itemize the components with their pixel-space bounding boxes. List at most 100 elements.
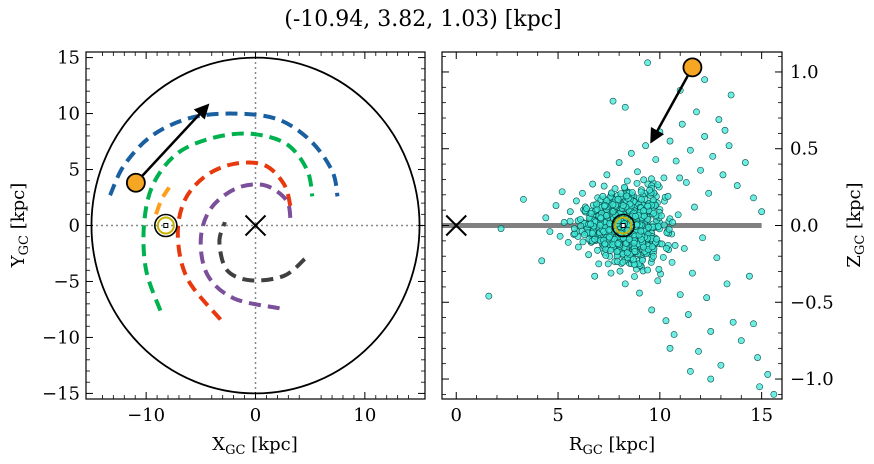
sun-marker-outer: [154, 213, 178, 238]
scatter-point: [640, 176, 648, 184]
scatter-point: [666, 137, 674, 145]
right-x-axis-label: RGC [kpc]: [569, 434, 655, 458]
scatter-point: [701, 133, 709, 140]
scatter-point: [713, 254, 721, 262]
scatter-point: [654, 277, 662, 285]
scatter-point: [715, 116, 723, 123]
scatter-point: [646, 186, 654, 194]
scatter-point: [750, 194, 757, 202]
object-marker-right: [682, 57, 703, 78]
left-panel: −10 0 10 −15 −10 −5 0 5 10 15 XGC [kpc] YGC [kpc]: [8, 48, 426, 458]
scatter-point: [652, 156, 660, 163]
scatter-point: [596, 221, 604, 229]
right-ticks: 0 5 10 15 −1.0 −0.5 0.0 0.5 1.0: [442, 52, 834, 426]
scatter-point: [770, 390, 778, 398]
right-x-tick-label: 5: [552, 405, 563, 426]
scatter-point: [648, 306, 656, 314]
scatter-point: [741, 159, 749, 166]
scatter-point: [520, 195, 527, 203]
galactic-center-marker-stroke-b: [244, 214, 267, 237]
scatter-point: [497, 225, 505, 232]
scatter-point: [660, 174, 668, 182]
velocity-arrow: [134, 103, 210, 184]
scatter-point: [671, 242, 679, 249]
scatter-point: [623, 249, 631, 257]
scatter-point: [721, 126, 729, 134]
scatter-point: [631, 247, 639, 255]
scatter-point: [609, 97, 617, 105]
scatter-point: [607, 246, 615, 254]
scatter-point: [619, 258, 627, 266]
scatter-point: [709, 153, 717, 160]
scatter-point: [686, 146, 694, 154]
scatter-point: [686, 367, 694, 375]
scatter-point: [560, 219, 568, 226]
scatter-point: [640, 207, 648, 215]
right-x-tick-label: 0: [451, 405, 462, 426]
scatter-point: [717, 361, 725, 369]
left-y-tick-label: 5: [69, 160, 80, 181]
scatter-point: [659, 253, 667, 261]
scatter-point: [594, 246, 601, 254]
scatter-point: [638, 256, 646, 264]
left-y-tick-label: −15: [42, 383, 80, 404]
scatter-point: [616, 267, 624, 275]
scatter-point: [650, 209, 658, 217]
scatter-point: [605, 226, 613, 234]
left-y-tick-label: −5: [53, 271, 80, 292]
scatter-point: [725, 142, 733, 150]
scatter-point: [617, 190, 625, 198]
right-y-tick-label: −1.0: [790, 369, 834, 390]
scatter-point: [654, 181, 662, 189]
scatter-point: [674, 211, 682, 219]
scatter-point: [676, 174, 684, 182]
scatter-point: [599, 192, 607, 200]
scatter-point: [564, 238, 572, 246]
scatter-point: [666, 344, 674, 352]
scatter-point: [627, 149, 635, 157]
scatter-point: [672, 157, 680, 165]
scatter-point: [758, 208, 766, 216]
object-marker: [125, 172, 146, 193]
scatter-point: [623, 177, 631, 185]
left-ticks: −10 0 10 −15 −10 −5 0 5 10 15: [42, 48, 425, 426]
left-y-tick-label: 10: [57, 104, 80, 125]
scatter-point: [621, 280, 629, 288]
scatter-point: [654, 222, 662, 230]
scatter-point: [603, 212, 610, 220]
scatter-point: [670, 331, 678, 338]
scatter-point: [737, 337, 745, 345]
scatter-point: [669, 219, 676, 226]
spiral-arm-4: [175, 160, 293, 321]
scatter-point: [595, 260, 603, 268]
scatter-point: [607, 269, 615, 277]
scatter-point: [663, 244, 670, 252]
sun-marker-right-outer: [611, 213, 635, 238]
scatter-point: [662, 317, 670, 325]
right-y-tick-label: 0.0: [790, 216, 819, 237]
scatter-point: [546, 228, 554, 236]
spiral-arm-5: [198, 182, 293, 311]
scatter-point: [648, 175, 655, 183]
left-y-tick-label: 15: [57, 48, 80, 69]
scatter-point: [538, 257, 546, 265]
scatter-point: [628, 188, 636, 196]
scatter-point: [754, 354, 761, 361]
right-plot-area: [442, 57, 778, 398]
left-y-tick-label: 0: [69, 216, 80, 237]
scatter-point: [648, 243, 656, 251]
scatter-point: [593, 200, 601, 208]
scatter-point: [587, 210, 595, 217]
scatter-point: [680, 245, 688, 252]
spiral-arm-2: [141, 131, 315, 312]
right-y-tick-label: 0.5: [790, 139, 819, 160]
scatter-point: [653, 235, 661, 243]
scatter-point: [600, 182, 608, 190]
left-x-tick-label: 0: [250, 405, 261, 426]
scatter-point: [577, 215, 584, 223]
scatter-point: [566, 217, 574, 225]
scatter-point: [625, 235, 633, 243]
scatter-point: [631, 273, 638, 280]
scatter-point: [585, 251, 592, 259]
